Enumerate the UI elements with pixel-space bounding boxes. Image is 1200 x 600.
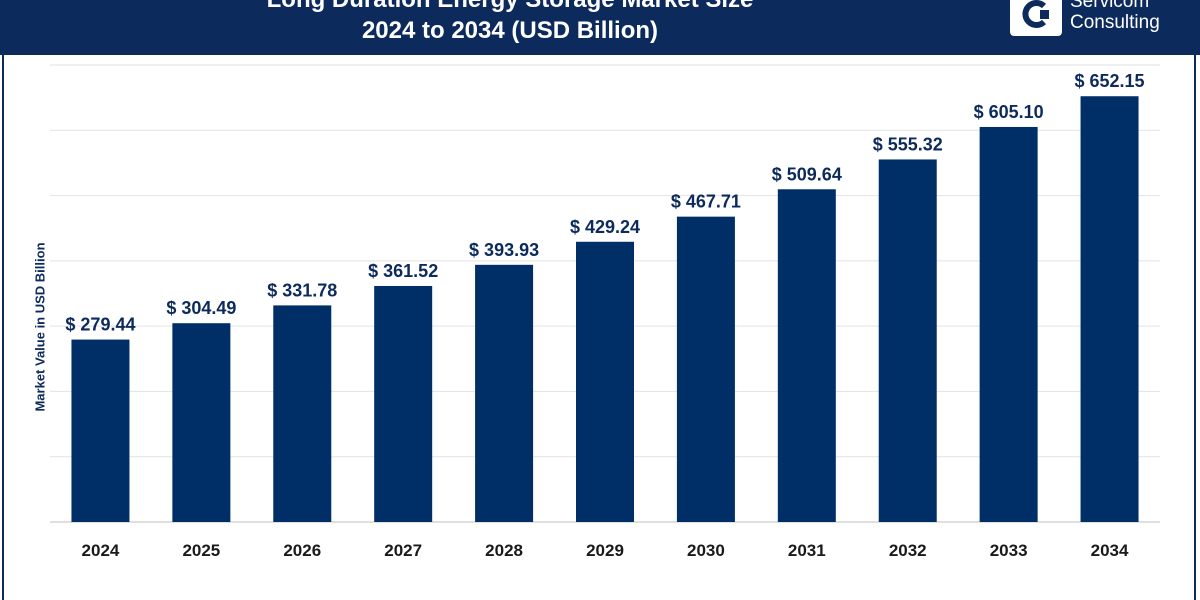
x-tick-2024: 2024	[82, 541, 120, 560]
bar-2025	[172, 323, 231, 522]
bar-2034	[1080, 96, 1139, 523]
value-label-2031: $ 509.64	[772, 164, 842, 184]
footer-watermark	[890, 592, 1120, 600]
value-label-2032: $ 555.32	[873, 134, 943, 154]
brand-name-line-2: Consulting	[1070, 12, 1160, 33]
bar-2029	[576, 241, 634, 523]
bar-2030	[676, 216, 735, 522]
value-label-2030: $ 467.71	[671, 192, 741, 212]
brand-logo: Servicom Consulting	[1010, 0, 1160, 36]
bar-2031	[777, 189, 836, 522]
bar-2032	[878, 159, 937, 522]
chart-header: Long Duration Energy Storage Market Size…	[0, 0, 1200, 55]
x-tick-2034: 2034	[1091, 541, 1129, 560]
value-label-2024: $ 279.44	[65, 315, 135, 335]
bars	[71, 96, 1139, 523]
value-label-2033: $ 605.10	[974, 102, 1044, 122]
bar-2024	[71, 339, 130, 522]
x-tick-2032: 2032	[889, 541, 927, 560]
x-tick-2027: 2027	[384, 541, 422, 560]
bar-2027	[374, 285, 433, 522]
chart-frame	[2, 55, 1196, 600]
bar-2028	[475, 264, 534, 522]
x-tick-2029: 2029	[586, 541, 624, 560]
bar-2026	[273, 305, 332, 522]
x-tick-2031: 2031	[788, 541, 826, 560]
x-tick-2028: 2028	[485, 541, 523, 560]
bar-2033	[979, 126, 1038, 522]
chart-title-line-2: 2024 to 2034 (USD Billion)	[361, 17, 659, 44]
x-tick-labels: 2024 2025 2026 2027 2028 2029 2030 2031 2032 2033…	[82, 541, 1129, 560]
x-tick-2026: 2026	[283, 541, 321, 560]
value-label-2029: $ 429.24	[570, 217, 640, 237]
x-tick-2030: 2030	[687, 541, 725, 560]
value-label-2034: $ 652.15	[1075, 71, 1145, 91]
value-labels: $ 279.44 $ 304.49 $ 331.78 $ 361.52 $ 393.93…	[65, 71, 1144, 334]
value-label-2025: $ 304.49	[166, 298, 236, 318]
brand-name-line-1: Servicom	[1070, 0, 1150, 12]
value-label-2028: $ 393.93	[469, 240, 539, 260]
c-logo-icon	[1010, 0, 1062, 36]
x-tick-2033: 2033	[990, 541, 1028, 560]
chart-title-line-1: Long Duration Energy Storage Market Size	[0, 0, 1020, 14]
value-label-2026: $ 331.78	[267, 280, 337, 300]
x-tick-2025: 2025	[182, 541, 220, 560]
value-label-2027: $ 361.52	[368, 261, 438, 281]
